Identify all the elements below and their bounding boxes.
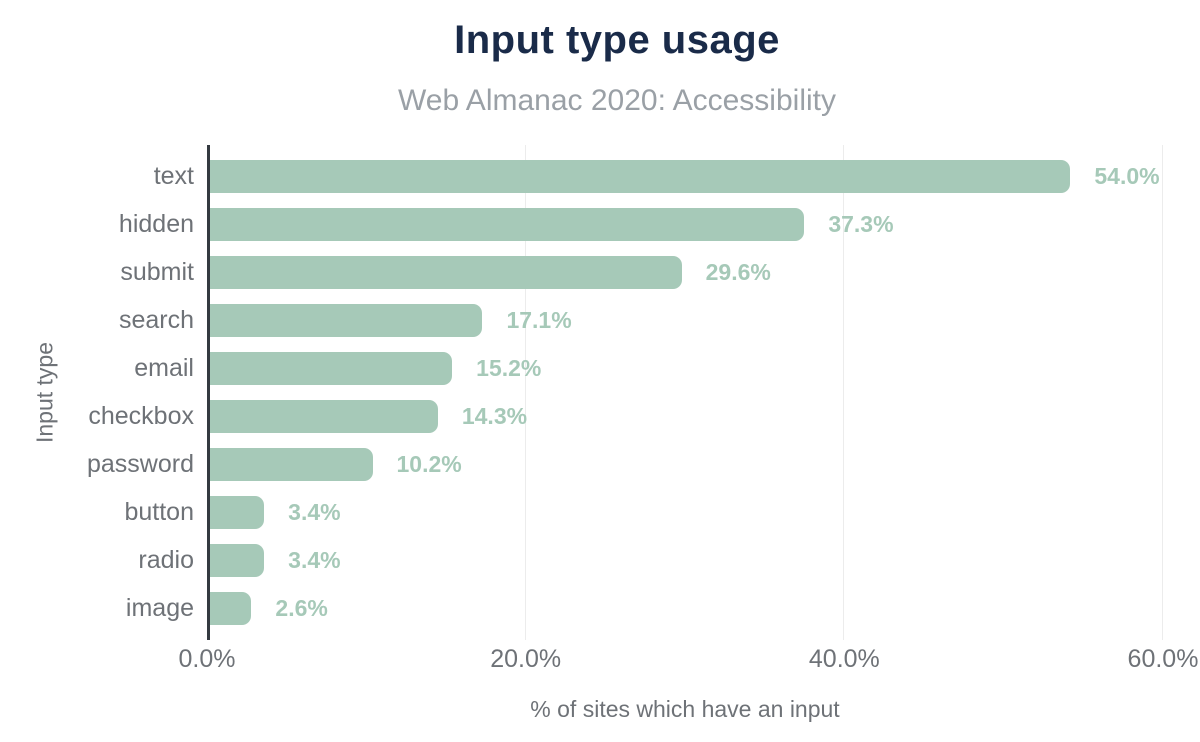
category-label-radio: radio	[138, 546, 194, 574]
gridline-40pct	[843, 145, 845, 640]
plot-area: 54.0% 37.3% 29.6% 17.1% 15.2% 14.3% 10.2…	[207, 145, 1166, 640]
bar-text	[210, 160, 1071, 193]
bar-row: 15.2%	[210, 352, 541, 385]
y-axis-category-labels: text hidden submit search email checkbox…	[0, 145, 194, 640]
category-label-search: search	[118, 306, 194, 334]
bar-value-label: 10.2%	[396, 451, 462, 477]
bar-hidden	[210, 208, 805, 241]
bar-row: 14.3%	[210, 400, 527, 433]
bar-row: 29.6%	[210, 256, 771, 289]
category-label-text: text	[153, 162, 194, 190]
x-axis-title: % of sites which have an input	[530, 696, 840, 722]
bar-password	[210, 448, 373, 481]
bar-button	[210, 496, 265, 529]
bar-value-label: 37.3%	[828, 211, 894, 237]
bar-value-label: 3.4%	[288, 499, 341, 525]
x-tick-40: 40.0%	[808, 645, 880, 673]
chart-title: Input type usage	[454, 18, 780, 62]
category-label-hidden: hidden	[118, 210, 194, 238]
bar-row: 54.0%	[210, 160, 1160, 193]
category-label-button: button	[124, 498, 194, 526]
x-tick-0: 0.0%	[178, 645, 236, 673]
bar-value-label: 17.1%	[506, 307, 572, 333]
bar-search	[210, 304, 483, 337]
bar-row: 37.3%	[210, 208, 894, 241]
x-tick-60: 60.0%	[1127, 645, 1199, 673]
bar-value-label: 14.3%	[461, 403, 528, 429]
bar-row: 3.4%	[210, 496, 341, 529]
bar-row: 2.6%	[210, 592, 328, 625]
bar-radio	[210, 544, 265, 577]
bar-submit	[210, 256, 682, 289]
bar-value-label: 15.2%	[476, 355, 542, 381]
bar-row: 3.4%	[210, 544, 341, 577]
category-label-image: image	[125, 594, 194, 622]
category-label-checkbox: checkbox	[88, 402, 194, 430]
bar-value-label: 2.6%	[275, 595, 328, 621]
gridline-60pct	[1162, 145, 1163, 640]
chart-subtitle: Web Almanac 2020: Accessibility	[397, 84, 836, 117]
bar-value-label: 54.0%	[1094, 163, 1160, 189]
category-label-email: email	[134, 354, 194, 382]
bar-row: 10.2%	[210, 448, 462, 481]
x-tick-20: 20.0%	[490, 645, 562, 673]
gridline-20pct	[524, 145, 526, 640]
bar-checkbox	[210, 400, 438, 433]
category-label-password: password	[87, 450, 194, 478]
bar-value-label: 29.6%	[705, 259, 771, 285]
bar-row: 17.1%	[210, 304, 572, 337]
bar-image	[210, 592, 252, 625]
bar-email	[210, 352, 453, 385]
category-label-submit: submit	[120, 258, 194, 286]
bar-value-label: 3.4%	[288, 547, 341, 573]
